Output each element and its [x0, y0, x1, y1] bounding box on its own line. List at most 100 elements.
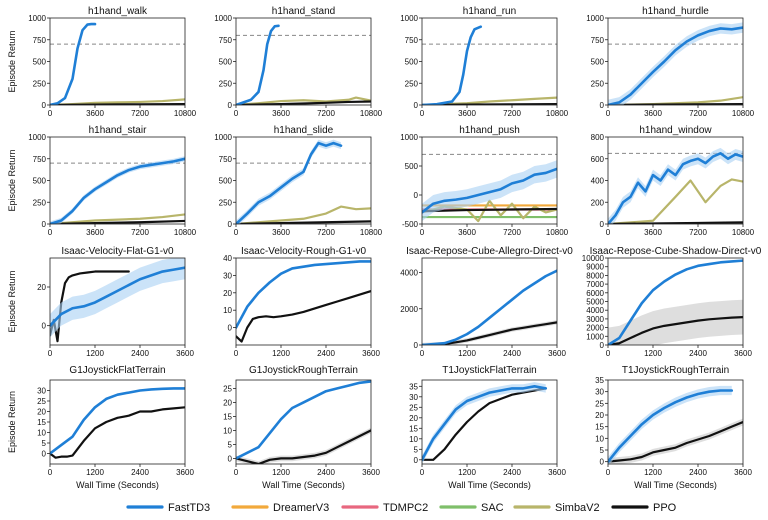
- y-tick-label: -500: [402, 220, 419, 229]
- x-tick-label: 1200: [458, 349, 476, 358]
- y-tick-label: 10: [409, 435, 418, 444]
- x-tick-label: 0: [234, 349, 239, 358]
- y-tick-label: 25: [595, 399, 604, 408]
- x-tick-label: 1200: [644, 349, 662, 358]
- x-tick-label: 2400: [689, 349, 707, 358]
- y-tick-label: 10000: [582, 254, 605, 263]
- x-tick-label: 1200: [272, 468, 290, 477]
- panel-title: Isaac-Velocity-Rough-G1-v0: [241, 246, 366, 257]
- legend-item-tdmpc2: TDMPC2: [341, 502, 428, 514]
- y-tick-label: 2000: [400, 305, 418, 314]
- x-tick-label: 2400: [503, 349, 521, 358]
- y-tick-label: 750: [33, 155, 47, 164]
- series-fasttd3: [236, 260, 371, 329]
- y-tick-label: 7000: [586, 280, 604, 289]
- y-tick-label: 0: [600, 341, 605, 350]
- x-tick-label: 10800: [546, 109, 569, 118]
- plot-frame: [49, 17, 186, 106]
- x-tick-label: 10800: [732, 109, 755, 118]
- x-tick-label: 7200: [131, 109, 149, 118]
- legend-label: DreamerV3: [273, 502, 329, 514]
- y-tick-label: 0: [228, 324, 233, 333]
- y-tick-label: 750: [219, 36, 233, 45]
- series-simbav2: [50, 213, 185, 224]
- x-tick-label: 0: [420, 349, 425, 358]
- panel-14: G1JoystickRoughTerrain 0 5 10 15 20 25 0 1200 240…: [223, 365, 380, 490]
- x-tick-label: 0: [48, 109, 53, 118]
- series-fasttd3: [236, 380, 371, 460]
- series-ppo: [422, 207, 557, 213]
- y-tick-label: 0: [414, 456, 419, 465]
- y-tick-label: 25: [37, 397, 46, 406]
- y-tick-label: 800: [591, 133, 605, 142]
- panel-title: h1hand_hurdle: [642, 6, 709, 17]
- series-ppo: [422, 387, 547, 461]
- legend-label: FastTD3: [168, 502, 210, 514]
- x-tick-label: 3600: [644, 109, 662, 118]
- y-tick-label: 0: [228, 101, 233, 110]
- series-fasttd3: [50, 157, 185, 224]
- x-axis-label: Wall Time (Seconds): [448, 480, 531, 490]
- series-fasttd3: [422, 269, 557, 345]
- x-tick-label: 0: [606, 109, 611, 118]
- panel-title: G1JoystickFlatTerrain: [69, 365, 165, 376]
- series-fasttd3: [422, 384, 548, 462]
- panel-5: h1hand_stair 0 250 500 750 1000 0 3600 7200 10800…: [7, 125, 197, 237]
- series-ppo: [50, 270, 130, 343]
- plot-frame: [235, 379, 372, 465]
- panel-16: T1JoystickRoughTerrain 0 5 10 15 20 25 30 35 0 120…: [595, 365, 752, 490]
- series-ppo: [422, 321, 557, 345]
- y-tick-label: 0: [42, 220, 47, 229]
- y-tick-label: 40: [223, 254, 232, 263]
- x-axis-label: Wall Time (Seconds): [262, 480, 345, 490]
- y-tick-label: 0: [414, 341, 419, 350]
- y-tick-label: 30: [223, 271, 232, 280]
- x-tick-label: 0: [234, 468, 239, 477]
- panel-11: Isaac-Repose-Cube-Allegro-Direct-v0 0 2000…: [400, 246, 573, 358]
- series-fasttd3: [50, 387, 185, 455]
- y-tick-label: 20: [37, 283, 46, 292]
- series-ppo: [608, 316, 743, 345]
- series-ppo: [236, 429, 371, 464]
- plot-frame: [235, 17, 372, 106]
- x-tick-label: 1200: [644, 468, 662, 477]
- series-fasttd3: [608, 259, 743, 345]
- x-axis-label: Wall Time (Seconds): [76, 480, 159, 490]
- band-fasttd3: [608, 147, 743, 224]
- x-tick-label: 10800: [174, 228, 197, 237]
- y-tick-label: 1000: [214, 133, 232, 142]
- x-tick-label: 3600: [548, 349, 566, 358]
- y-tick-label: 250: [33, 198, 47, 207]
- y-tick-label: 10: [223, 306, 232, 315]
- x-tick-label: 0: [48, 468, 53, 477]
- y-tick-label: 5000: [586, 298, 604, 307]
- panel-title: h1hand_run: [463, 6, 516, 17]
- y-tick-label: 0: [42, 322, 47, 331]
- y-tick-label: 8000: [586, 271, 604, 280]
- x-tick-label: 3600: [458, 109, 476, 118]
- x-tick-label: 0: [606, 349, 611, 358]
- x-tick-label: 10800: [360, 228, 383, 237]
- y-tick-label: 30: [409, 393, 418, 402]
- y-axis-label: Episode Return: [7, 391, 17, 453]
- y-tick-label: 500: [405, 58, 419, 67]
- y-axis-label: Episode Return: [7, 149, 17, 211]
- panel-1: h1hand_walk 0 250 500 750 1000 0 3600 7200 10800 E…: [7, 6, 197, 118]
- y-tick-label: 1000: [586, 332, 604, 341]
- x-tick-label: 0: [420, 228, 425, 237]
- y-tick-label: 1000: [586, 14, 604, 23]
- series-ppo: [236, 100, 371, 105]
- y-tick-label: 25: [223, 384, 232, 393]
- series-fasttd3: [422, 25, 483, 105]
- x-tick-label: 1200: [272, 349, 290, 358]
- panel-title: h1hand_slide: [274, 125, 334, 136]
- y-tick-label: 750: [405, 36, 419, 45]
- x-tick-label: 1200: [86, 349, 104, 358]
- x-tick-label: 7200: [317, 109, 335, 118]
- y-tick-label: 10: [223, 426, 232, 435]
- x-tick-label: 1200: [86, 468, 104, 477]
- x-tick-label: 7200: [689, 228, 707, 237]
- series-simbav2: [608, 178, 743, 224]
- y-tick-label: 0: [414, 191, 419, 200]
